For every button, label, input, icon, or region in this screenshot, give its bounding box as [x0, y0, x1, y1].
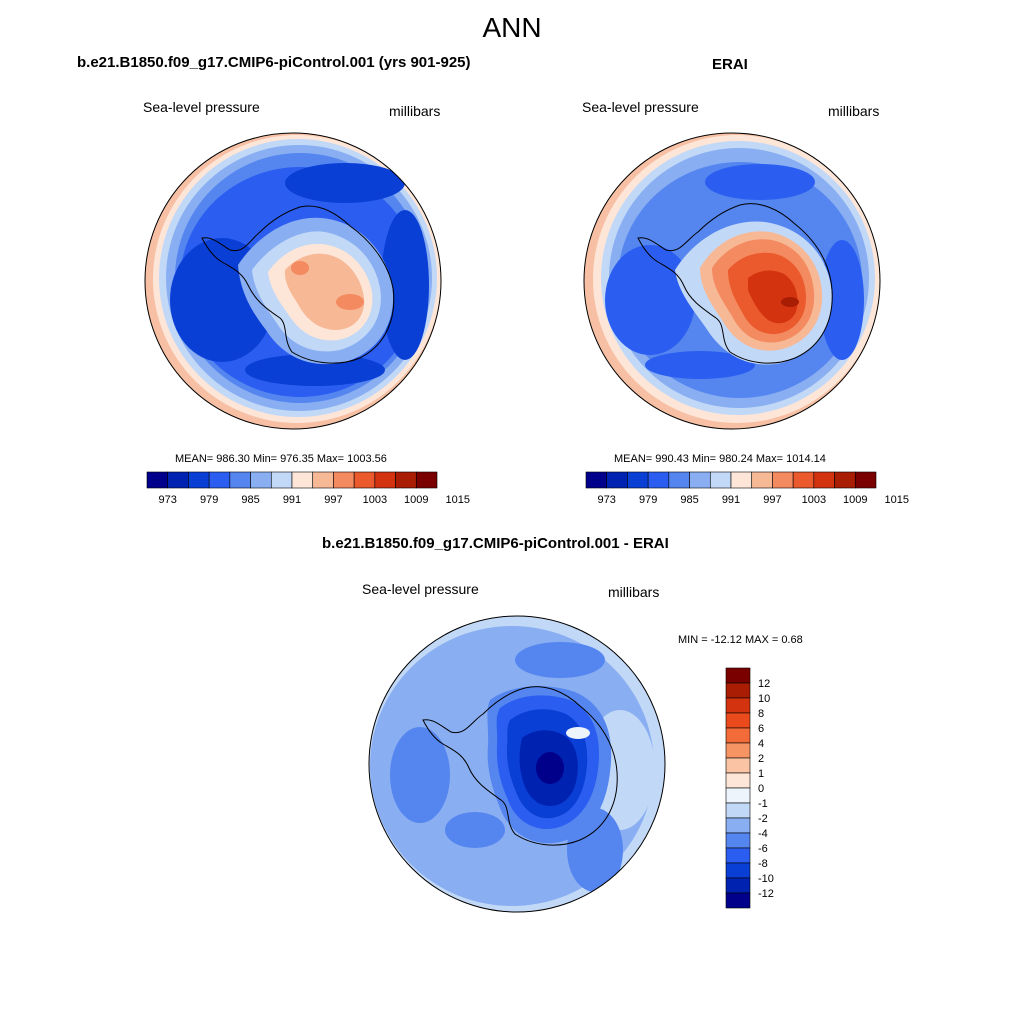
colorbar-swatch [725, 682, 751, 699]
colorbar-swatch [854, 471, 877, 489]
colorbar-swatch [730, 471, 753, 489]
colorbar-swatch [725, 847, 751, 864]
model-coastline [201, 205, 395, 364]
colorbar-tick-label: -8 [758, 858, 768, 870]
colorbar-tick-label: 2 [758, 753, 764, 765]
colorbar-swatch [146, 471, 169, 489]
colorbar-swatch [647, 471, 670, 489]
colorbar-swatch [725, 862, 751, 879]
colorbar-swatch [725, 742, 751, 759]
colorbar-swatch [725, 802, 751, 819]
colorbar-tick-label: 991 [283, 494, 301, 506]
colorbar-swatch [725, 697, 751, 714]
model-colorbar: 973 979 985 991 997 1003 1009 1015 [146, 471, 470, 506]
colorbar-tick-label: 8 [758, 708, 764, 720]
obs-map [583, 132, 881, 430]
colorbar-tick-label: 973 [598, 494, 616, 506]
colorbar-tick-label: 973 [159, 494, 177, 506]
colorbar-swatch [689, 471, 711, 489]
colorbar-tick-label: -1 [758, 798, 768, 810]
colorbar-tick-label: 991 [722, 494, 740, 506]
colorbar-swatch [725, 892, 751, 909]
colorbar-tick-label: 985 [680, 494, 698, 506]
colorbar-swatch [834, 471, 856, 489]
colorbar-tick-label: -10 [758, 873, 774, 885]
obs-colorbar: 973 979 985 991 997 1003 1009 1015 [585, 471, 909, 506]
colorbar-tick-label: 979 [200, 494, 218, 506]
model-variable-label: Sea-level pressure [143, 99, 260, 115]
colorbar-tick-label: 997 [763, 494, 781, 506]
colorbar-swatch [725, 877, 751, 894]
colorbar-swatch [374, 471, 396, 489]
colorbar-swatch [751, 471, 773, 489]
colorbar-swatch [333, 471, 355, 489]
colorbar-tick-label: -12 [758, 888, 774, 900]
colorbar-swatch [725, 772, 751, 789]
colorbar-tick-label: -6 [758, 843, 768, 855]
colorbar-swatch [725, 727, 751, 744]
colorbar-tick-label: 12 [758, 678, 770, 690]
obs-units-label: millibars [828, 103, 880, 119]
obs-stats: MEAN= 990.43 Min= 980.24 Max= 1014.14 [614, 453, 826, 465]
colorbar-tick-label: 1009 [404, 494, 428, 506]
colorbar-tick-label: 1003 [363, 494, 387, 506]
colorbar-swatch [188, 471, 210, 489]
model-stats: MEAN= 986.30 Min= 976.35 Max= 1003.56 [175, 453, 387, 465]
colorbar-tick-label: 6 [758, 723, 764, 735]
colorbar-tick-label: 1009 [843, 494, 867, 506]
diff-variable-label: Sea-level pressure [362, 581, 479, 597]
colorbar-swatch [725, 787, 751, 804]
colorbar-tick-label: 0 [758, 783, 764, 795]
colorbar-tick-label: 979 [639, 494, 657, 506]
colorbar-tick-label: 1015 [884, 494, 908, 506]
colorbar-tick-label: 1003 [802, 494, 826, 506]
colorbar-swatch [312, 471, 334, 489]
figure-title: ANN [482, 12, 542, 43]
colorbar-swatch [668, 471, 690, 489]
colorbar-swatch [709, 471, 732, 489]
diff-stats: MIN = -12.12 MAX = 0.68 [678, 634, 803, 646]
colorbar-swatch [353, 471, 376, 489]
colorbar-swatch [725, 757, 751, 774]
colorbar-swatch [415, 471, 438, 489]
diff-coastline [422, 686, 618, 846]
colorbar-tick-label: -4 [758, 828, 768, 840]
colorbar-tick-label: 1015 [445, 494, 469, 506]
colorbar-swatch [270, 471, 293, 489]
colorbar-swatch [167, 471, 189, 489]
colorbar-swatch [792, 471, 815, 489]
colorbar-tick-label: 985 [241, 494, 259, 506]
colorbar-swatch [813, 471, 835, 489]
colorbar-swatch [772, 471, 794, 489]
colorbar-swatch [208, 471, 231, 489]
model-panel-title: b.e21.B1850.f09_g17.CMIP6-piControl.001 … [77, 54, 471, 71]
colorbar-tick-label: 997 [324, 494, 342, 506]
diff-units-label: millibars [608, 584, 660, 600]
colorbar-swatch [291, 471, 314, 489]
model-map [144, 132, 442, 430]
colorbar-tick-label: 4 [758, 738, 764, 750]
colorbar-tick-label: 1 [758, 768, 764, 780]
model-units-label: millibars [389, 103, 441, 119]
colorbar-swatch [725, 832, 751, 849]
obs-variable-label: Sea-level pressure [582, 99, 699, 115]
colorbar-swatch [725, 712, 751, 729]
colorbar-swatch [395, 471, 417, 489]
colorbar-swatch [585, 471, 608, 489]
colorbar-swatch [606, 471, 628, 489]
diff-map [368, 615, 666, 913]
colorbar-swatch [250, 471, 272, 489]
colorbar-swatch [229, 471, 251, 489]
diff-panel-title: b.e21.B1850.f09_g17.CMIP6-piControl.001 … [322, 535, 669, 552]
obs-coastline [637, 203, 833, 364]
colorbar-swatch [627, 471, 649, 489]
colorbar-tick-label: -2 [758, 813, 768, 825]
colorbar-swatch [725, 817, 751, 834]
colorbar-swatch [725, 667, 751, 684]
colorbar-tick-label: 10 [758, 693, 770, 705]
obs-panel-title: ERAI [712, 56, 748, 73]
